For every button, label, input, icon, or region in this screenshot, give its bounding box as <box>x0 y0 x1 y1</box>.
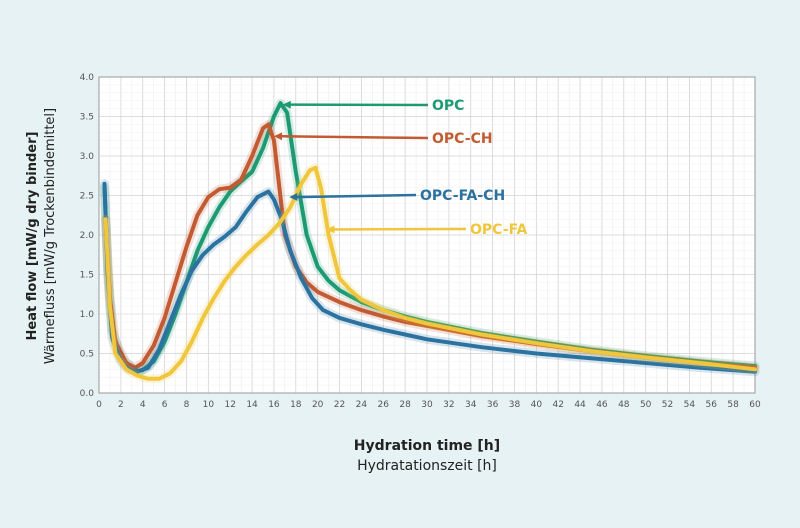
y-tick-label: 1.0 <box>80 310 95 320</box>
x-tick-label: 40 <box>531 400 543 410</box>
series-line-opc-fa <box>103 165 757 381</box>
x-tick-label: 36 <box>487 400 499 410</box>
x-tick-label: 44 <box>574 400 586 410</box>
x-tick-label: 28 <box>399 400 411 410</box>
x-tick-label: 18 <box>290 400 302 410</box>
series-line-opc-ch <box>103 122 757 370</box>
grid <box>98 76 756 394</box>
x-tick-label: 52 <box>662 400 673 410</box>
x-tick-label: 12 <box>224 400 235 410</box>
x-tick-label: 60 <box>749 400 761 410</box>
x-tick-label: 46 <box>596 400 608 410</box>
y-tick-label: 1.5 <box>80 271 94 281</box>
x-tick-label: 24 <box>356 400 368 410</box>
x-tick-label: 56 <box>706 400 718 410</box>
x-tick-label: 32 <box>443 400 454 410</box>
x-tick-label: 42 <box>552 400 563 410</box>
series-label-opc: OPC <box>432 98 464 114</box>
y-axis-ticks: 0.0 0.5 1.0 1.5 2.0 2.5 3.0 3.5 4.0 <box>80 73 95 399</box>
arrow-opc-ch <box>279 135 429 140</box>
arrowhead-opc <box>282 100 291 109</box>
x-axis-label: Hydration time [h] <box>354 438 500 454</box>
series-label-opc-ch: OPC-CH <box>432 131 493 147</box>
y-tick-label: 3.5 <box>80 113 94 123</box>
x-tick-label: 50 <box>640 400 652 410</box>
x-tick-label: 38 <box>509 400 521 410</box>
x-tick-label: 14 <box>246 400 258 410</box>
arrowhead-opc-fa-ch <box>289 193 298 201</box>
x-tick-label: 26 <box>378 400 390 410</box>
series-labels: OPC OPC-CH OPC-FA-CH OPC-FA <box>273 98 528 238</box>
y-tick-label: 2.5 <box>80 192 94 202</box>
x-tick-label: 34 <box>465 400 477 410</box>
x-tick-label: 20 <box>312 400 324 410</box>
y-axis-label: Heat flow [mW/g dry binder] <box>25 132 40 341</box>
x-tick-label: 4 <box>140 400 146 410</box>
y-tick-label: 2.0 <box>80 231 95 241</box>
arrow-opc-fa-ch <box>295 193 417 199</box>
y-tick-label: 3.0 <box>80 152 95 162</box>
x-tick-label: 6 <box>162 400 168 410</box>
x-axis-label-secondary: Hydratationszeit [h] <box>357 458 497 474</box>
y-tick-label: 0.0 <box>80 389 95 399</box>
series-layer <box>100 98 760 384</box>
x-tick-label: 48 <box>618 400 630 410</box>
x-tick-label: 0 <box>96 400 102 410</box>
series-line-opc-fa-ch <box>102 181 757 374</box>
x-tick-label: 2 <box>118 400 124 410</box>
series-label-opc-fa-ch: OPC-FA-CH <box>420 188 505 204</box>
x-tick-label: 22 <box>334 400 345 410</box>
arrowhead-opc-fa <box>326 225 335 234</box>
y-tick-label: 4.0 <box>80 73 95 83</box>
x-tick-label: 30 <box>421 400 433 410</box>
x-tick-label: 10 <box>203 400 215 410</box>
x-tick-label: 54 <box>684 400 696 410</box>
y-axis-label-secondary: Wärmefluss [mW/g Trockenbindemittel] <box>43 108 58 364</box>
x-axis-ticks: 0 2 4 6 8 10 12 14 16 18 20 22 24 26 28 30 32 34 36 38 40 42 4… <box>96 400 761 410</box>
arrowhead-opc-ch <box>273 132 283 141</box>
x-tick-label: 58 <box>727 400 739 410</box>
series-label-opc-fa: OPC-FA <box>470 222 528 238</box>
y-tick-label: 0.5 <box>80 350 94 360</box>
plot-frame <box>98 76 756 394</box>
x-tick-label: 8 <box>184 400 190 410</box>
x-tick-label: 16 <box>268 400 280 410</box>
